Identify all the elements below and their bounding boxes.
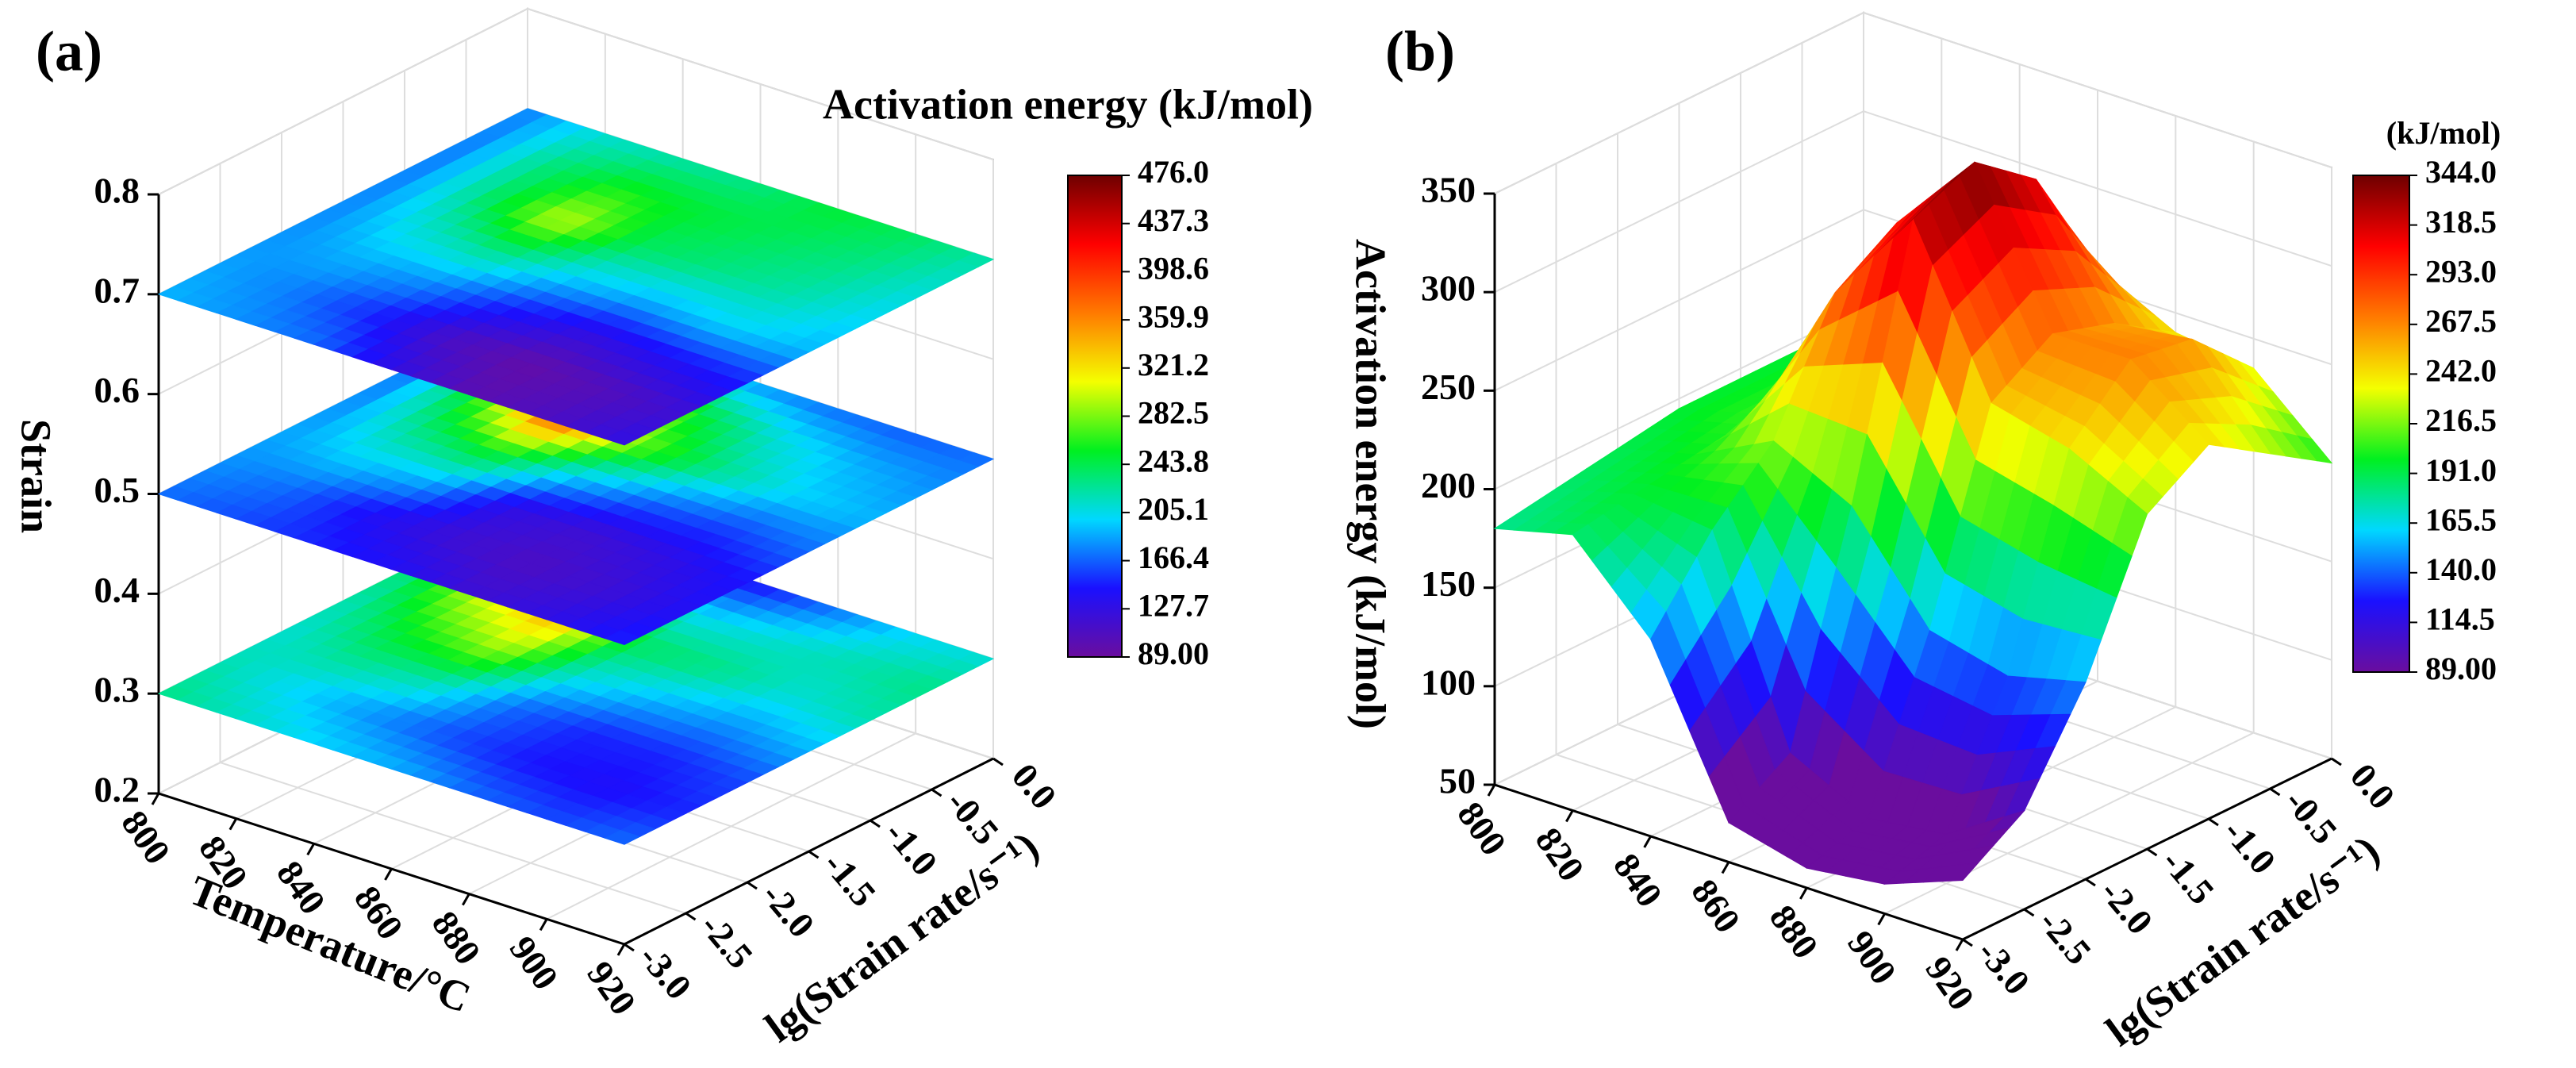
colorbar-tick-label: 398.6 xyxy=(1138,251,1209,286)
tick-mark xyxy=(2146,847,2158,857)
colorbar-tick-label: 89.00 xyxy=(1138,636,1209,671)
tick-mark xyxy=(685,912,697,921)
y-tick-label: -2.5 xyxy=(2031,902,2099,973)
z-axis-title: Activation energy (kJ/mol) xyxy=(1347,239,1395,729)
colorbar-tick-label: 216.5 xyxy=(2425,402,2497,438)
z-axis-title: Strain xyxy=(13,419,60,533)
surface-patch xyxy=(604,430,641,446)
colorbar-tick-label: 191.0 xyxy=(2425,452,2497,488)
colorbar-tick-label: 437.3 xyxy=(1138,202,1209,238)
colorbar-title: Activation energy (kJ/mol) xyxy=(823,80,1313,128)
y-tick-label: -1.5 xyxy=(816,844,884,915)
tick-mark xyxy=(306,843,315,856)
tick-mark xyxy=(1955,939,1964,951)
colorbar xyxy=(2352,175,2410,673)
colorbar-tick-label: 282.5 xyxy=(1138,395,1209,431)
z-tick-label: 50 xyxy=(1439,761,1476,801)
y-tick-label: 0.0 xyxy=(2343,755,2403,816)
x-tick-label: 860 xyxy=(1683,872,1748,940)
x-tick-label: 900 xyxy=(1840,924,1904,992)
z-tick-label: 150 xyxy=(1421,563,1476,604)
tick-mark xyxy=(870,819,881,828)
z-tick-label: 0.4 xyxy=(94,570,140,610)
tick-mark xyxy=(151,793,160,805)
colorbar-tick-label: 267.5 xyxy=(2425,303,2497,339)
x-axis-title: Temperature/°C xyxy=(183,866,478,1022)
colorbar xyxy=(1067,175,1123,658)
tick-mark xyxy=(2208,817,2219,827)
x-tick-label: 840 xyxy=(1606,846,1670,914)
colorbar-tick-label: 242.0 xyxy=(2425,353,2497,389)
z-tick-label: 0.2 xyxy=(94,770,140,810)
tick-mark xyxy=(1643,836,1652,848)
z-tick-label: 250 xyxy=(1421,367,1476,407)
y-tick-label: -2.0 xyxy=(754,875,823,946)
tick-mark xyxy=(384,868,393,881)
panel-label: (a) xyxy=(36,20,102,83)
z-tick-label: 200 xyxy=(1421,465,1476,505)
tick-mark xyxy=(1877,912,1886,926)
z-tick-label: 100 xyxy=(1421,662,1476,702)
z-tick-label: 0.8 xyxy=(94,171,140,211)
panel-label: (b) xyxy=(1385,20,1455,83)
tick-mark xyxy=(1565,809,1574,823)
tick-mark xyxy=(616,943,626,956)
y-tick-label: -2.5 xyxy=(693,906,761,977)
z-tick-label: 0.6 xyxy=(94,370,140,410)
tick-mark xyxy=(1487,784,1496,797)
x-tick-label: 800 xyxy=(1449,794,1514,862)
tick-mark xyxy=(228,817,238,831)
z-tick-label: 0.3 xyxy=(94,670,140,710)
colorbar-tick-label: 166.4 xyxy=(1138,540,1209,575)
tick-mark xyxy=(808,850,820,859)
tick-mark xyxy=(462,893,470,906)
surface-patch xyxy=(1942,862,1979,882)
y-tick-label: -0.5 xyxy=(2277,782,2345,852)
z-tick-label: 350 xyxy=(1421,170,1476,210)
tick-mark xyxy=(2331,757,2342,766)
tick-mark xyxy=(992,757,1004,766)
colorbar-title: (kJ/mol) xyxy=(2386,115,2501,151)
tick-mark xyxy=(1799,887,1808,900)
colorbar-tick-label: 114.5 xyxy=(2425,601,2495,637)
axis-line xyxy=(1493,194,2332,941)
tick-mark xyxy=(539,918,548,932)
colorbar-tick-label: 243.8 xyxy=(1138,443,1209,478)
z-tick-label: 0.7 xyxy=(94,270,140,310)
surface-patch xyxy=(604,630,641,646)
x-tick-label: 900 xyxy=(502,929,566,997)
surface-patch xyxy=(604,829,641,845)
y-tick-label: 0.0 xyxy=(1004,755,1065,816)
tick-mark xyxy=(2023,908,2035,917)
z-tick-label: 300 xyxy=(1421,268,1476,309)
colorbar-tick-label: 359.9 xyxy=(1138,298,1209,334)
tick-mark xyxy=(931,788,942,797)
colorbar-tick-label: 293.0 xyxy=(2425,253,2497,289)
y-tick-label: -2.0 xyxy=(2093,872,2161,943)
tick-mark xyxy=(1962,938,1973,947)
tick-mark xyxy=(747,881,758,890)
colorbar-tick-label: 140.0 xyxy=(2425,551,2497,587)
colorbar-tick-label: 165.5 xyxy=(2425,501,2497,537)
x-tick-label: 820 xyxy=(1528,820,1592,889)
tick-mark xyxy=(1721,861,1730,874)
colorbar-tick-label: 318.5 xyxy=(2425,204,2497,240)
colorbar-tick-label: 321.2 xyxy=(1138,347,1209,382)
colorbar-tick-label: 476.0 xyxy=(1138,154,1209,190)
x-tick-label: 880 xyxy=(1762,897,1826,966)
tick-mark xyxy=(2085,878,2096,887)
tick-mark xyxy=(624,943,635,952)
y-tick-label: -1.5 xyxy=(2154,842,2222,912)
colorbar-tick-label: 127.7 xyxy=(1138,587,1209,623)
colorbar-tick-label: 89.00 xyxy=(2425,651,2497,686)
colorbar-tick-label: 344.0 xyxy=(2425,154,2497,190)
y-tick-label: -1.0 xyxy=(877,813,946,884)
x-tick-label: 800 xyxy=(113,803,178,871)
z-tick-label: 0.5 xyxy=(94,470,140,510)
grid-line xyxy=(219,163,686,914)
colorbar-tick-label: 205.1 xyxy=(1138,491,1209,527)
tick-mark xyxy=(2269,787,2281,797)
y-tick-label: -1.0 xyxy=(2216,812,2284,882)
